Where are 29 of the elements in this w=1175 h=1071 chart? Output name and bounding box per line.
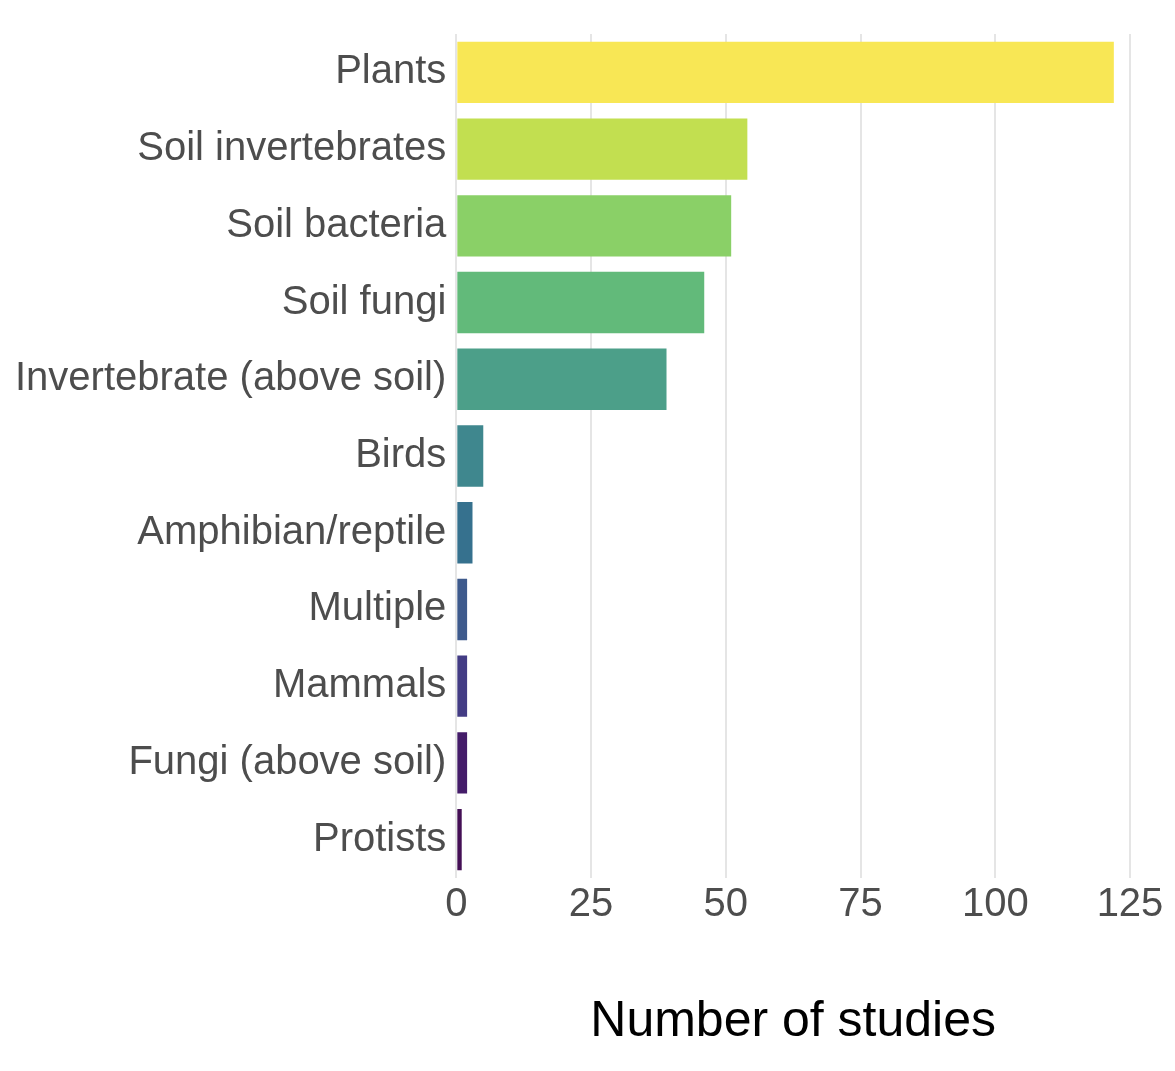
bar bbox=[457, 578, 468, 641]
bar bbox=[457, 655, 468, 717]
bar bbox=[457, 425, 484, 487]
y-tick-label: Mammals bbox=[272, 661, 447, 706]
y-tick-label: Fungi (above soil) bbox=[128, 737, 447, 782]
y-tick-label: Amphibian/reptile bbox=[137, 507, 447, 552]
x-axis-title: Number of studies bbox=[590, 990, 997, 1047]
bar bbox=[457, 732, 468, 794]
bar bbox=[457, 271, 705, 334]
bar bbox=[457, 502, 473, 564]
y-tick-label: Invertebrate (above soil) bbox=[15, 354, 447, 399]
bar bbox=[457, 808, 462, 871]
y-tick-label: Birds bbox=[355, 431, 447, 476]
y-tick-label: Protists bbox=[312, 814, 447, 859]
x-tick-label: 50 bbox=[703, 880, 749, 925]
bar bbox=[457, 348, 667, 410]
y-tick-label: Soil invertebrates bbox=[137, 124, 447, 169]
x-tick-label: 75 bbox=[838, 880, 883, 925]
y-tick-label: Plants bbox=[335, 47, 447, 92]
x-tick-label: 25 bbox=[568, 880, 614, 925]
bar bbox=[457, 195, 732, 257]
x-tick-label: 125 bbox=[1096, 880, 1164, 925]
y-tick-label: Soil fungi bbox=[281, 277, 447, 322]
x-tick-label: 100 bbox=[961, 880, 1029, 925]
y-tick-label: Multiple bbox=[308, 584, 447, 629]
bar bbox=[457, 41, 1114, 104]
x-tick-label: 0 bbox=[445, 880, 468, 925]
y-tick-label: Soil bacteria bbox=[226, 200, 448, 245]
bar bbox=[457, 118, 748, 180]
